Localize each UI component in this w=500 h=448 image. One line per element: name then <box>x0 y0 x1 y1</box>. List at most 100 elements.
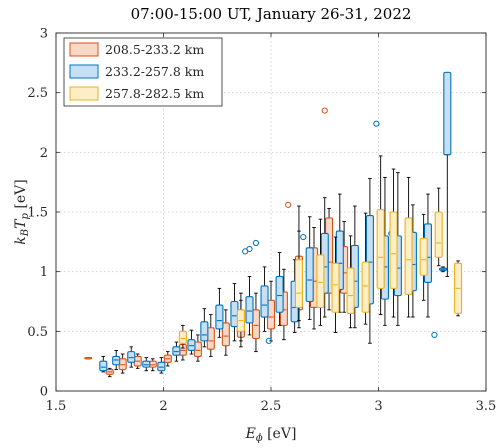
box-item <box>331 236 340 333</box>
x-axis-unit: [eV] <box>263 426 297 442</box>
box-item <box>419 213 428 301</box>
y-axis-sub-1: B <box>20 229 31 237</box>
box-iqr <box>112 355 121 366</box>
box-iqr <box>404 217 413 295</box>
box-item <box>99 355 108 373</box>
box-iqr <box>275 275 284 313</box>
y-axis-var: k <box>13 236 29 244</box>
outlier-point <box>285 201 292 208</box>
outlier-point <box>321 107 328 114</box>
box-item <box>266 280 276 342</box>
box-item <box>221 309 230 356</box>
y-axis-unit: [eV] <box>13 179 29 213</box>
box-item <box>404 176 413 318</box>
box-item <box>443 71 452 277</box>
box-item <box>163 351 172 367</box>
x-axis-label: Eϕ [eV] <box>245 426 297 444</box>
box-iqr <box>316 254 325 309</box>
box-item <box>133 353 142 369</box>
box-item <box>84 357 93 360</box>
y-tick-label: 2 <box>40 146 48 161</box>
box-item <box>305 216 314 320</box>
legend-label-233-km: 233.2-257.8 km <box>105 64 204 79</box>
box-item <box>275 252 284 326</box>
legend-swatch-233-km <box>69 64 99 79</box>
series-2 <box>178 155 463 349</box>
box-iqr <box>142 360 151 368</box>
box-item <box>245 275 254 336</box>
x-axis-sub: ϕ <box>256 433 263 444</box>
box-iqr <box>215 304 224 330</box>
y-axis-label: kBTp [eV] <box>13 179 31 244</box>
box-iqr <box>389 211 398 289</box>
box-iqr <box>127 351 136 363</box>
box-iqr <box>434 211 443 258</box>
box-iqr <box>157 361 166 372</box>
x-tick-label: 3 <box>374 399 382 414</box>
box-item <box>112 349 121 370</box>
outlier-point <box>431 331 438 339</box>
box-item <box>193 334 202 362</box>
box-item <box>118 353 127 374</box>
y-tick-label: 3 <box>40 27 48 42</box>
box-iqr <box>376 209 385 289</box>
x-tick-label: 1.5 <box>46 399 67 414</box>
box-iqr <box>294 259 304 309</box>
box-item <box>148 358 157 372</box>
legend-label-208-km: 208.5-233.2 km <box>105 42 204 57</box>
box-iqr <box>172 346 181 356</box>
box-iqr <box>419 237 428 276</box>
box-series <box>84 71 463 378</box>
box-iqr <box>200 321 209 342</box>
box-item <box>434 187 443 267</box>
box-item <box>316 218 325 326</box>
x-tick-label: 3.5 <box>476 399 497 414</box>
outlier-point <box>300 233 307 241</box>
series-1 <box>99 71 452 374</box>
x-tick-label: 2 <box>159 399 167 414</box>
box-iqr <box>260 285 269 318</box>
box-item <box>389 168 398 318</box>
box-item <box>215 287 224 338</box>
box-item <box>260 266 269 332</box>
y-axis-var-2: T <box>13 218 29 229</box>
box-item <box>236 299 245 342</box>
y-tick-label: 1.5 <box>27 206 48 221</box>
box-item <box>187 329 196 355</box>
box-iqr <box>251 309 260 340</box>
box-iqr <box>245 296 254 324</box>
outlier-point <box>265 337 272 344</box>
box-item <box>178 324 187 349</box>
y-tick-label: 0 <box>40 385 48 400</box>
box-iqr <box>331 262 340 313</box>
box-item <box>157 357 166 374</box>
y-tick-label: 1 <box>40 265 48 280</box>
x-tick-label: 2.5 <box>261 399 282 414</box>
y-tick-label: 2.5 <box>27 86 48 101</box>
box-iqr <box>187 339 196 351</box>
box-iqr <box>443 71 452 156</box>
box-iqr <box>346 267 355 314</box>
box-iqr <box>178 330 187 344</box>
box-item <box>251 292 260 353</box>
outlier-point <box>246 245 253 253</box>
box-item <box>438 266 448 273</box>
box-item <box>294 230 304 322</box>
x-axis-var: E <box>245 426 256 442</box>
box-item <box>200 308 209 348</box>
box-item <box>453 260 463 317</box>
outlier-point <box>252 239 260 247</box>
box-item <box>361 212 370 325</box>
box-item <box>127 346 136 368</box>
box-item <box>105 367 114 378</box>
box-iqr <box>361 261 370 313</box>
legend-swatch-208-km <box>69 42 99 57</box>
box-item <box>376 155 385 316</box>
outlier-point <box>373 120 380 127</box>
y-axis-sub-2: p <box>20 213 31 220</box>
y-tick-label: 0.5 <box>27 325 48 340</box>
box-item <box>172 341 181 362</box>
box-iqr <box>305 247 314 303</box>
box-item <box>142 357 151 372</box>
